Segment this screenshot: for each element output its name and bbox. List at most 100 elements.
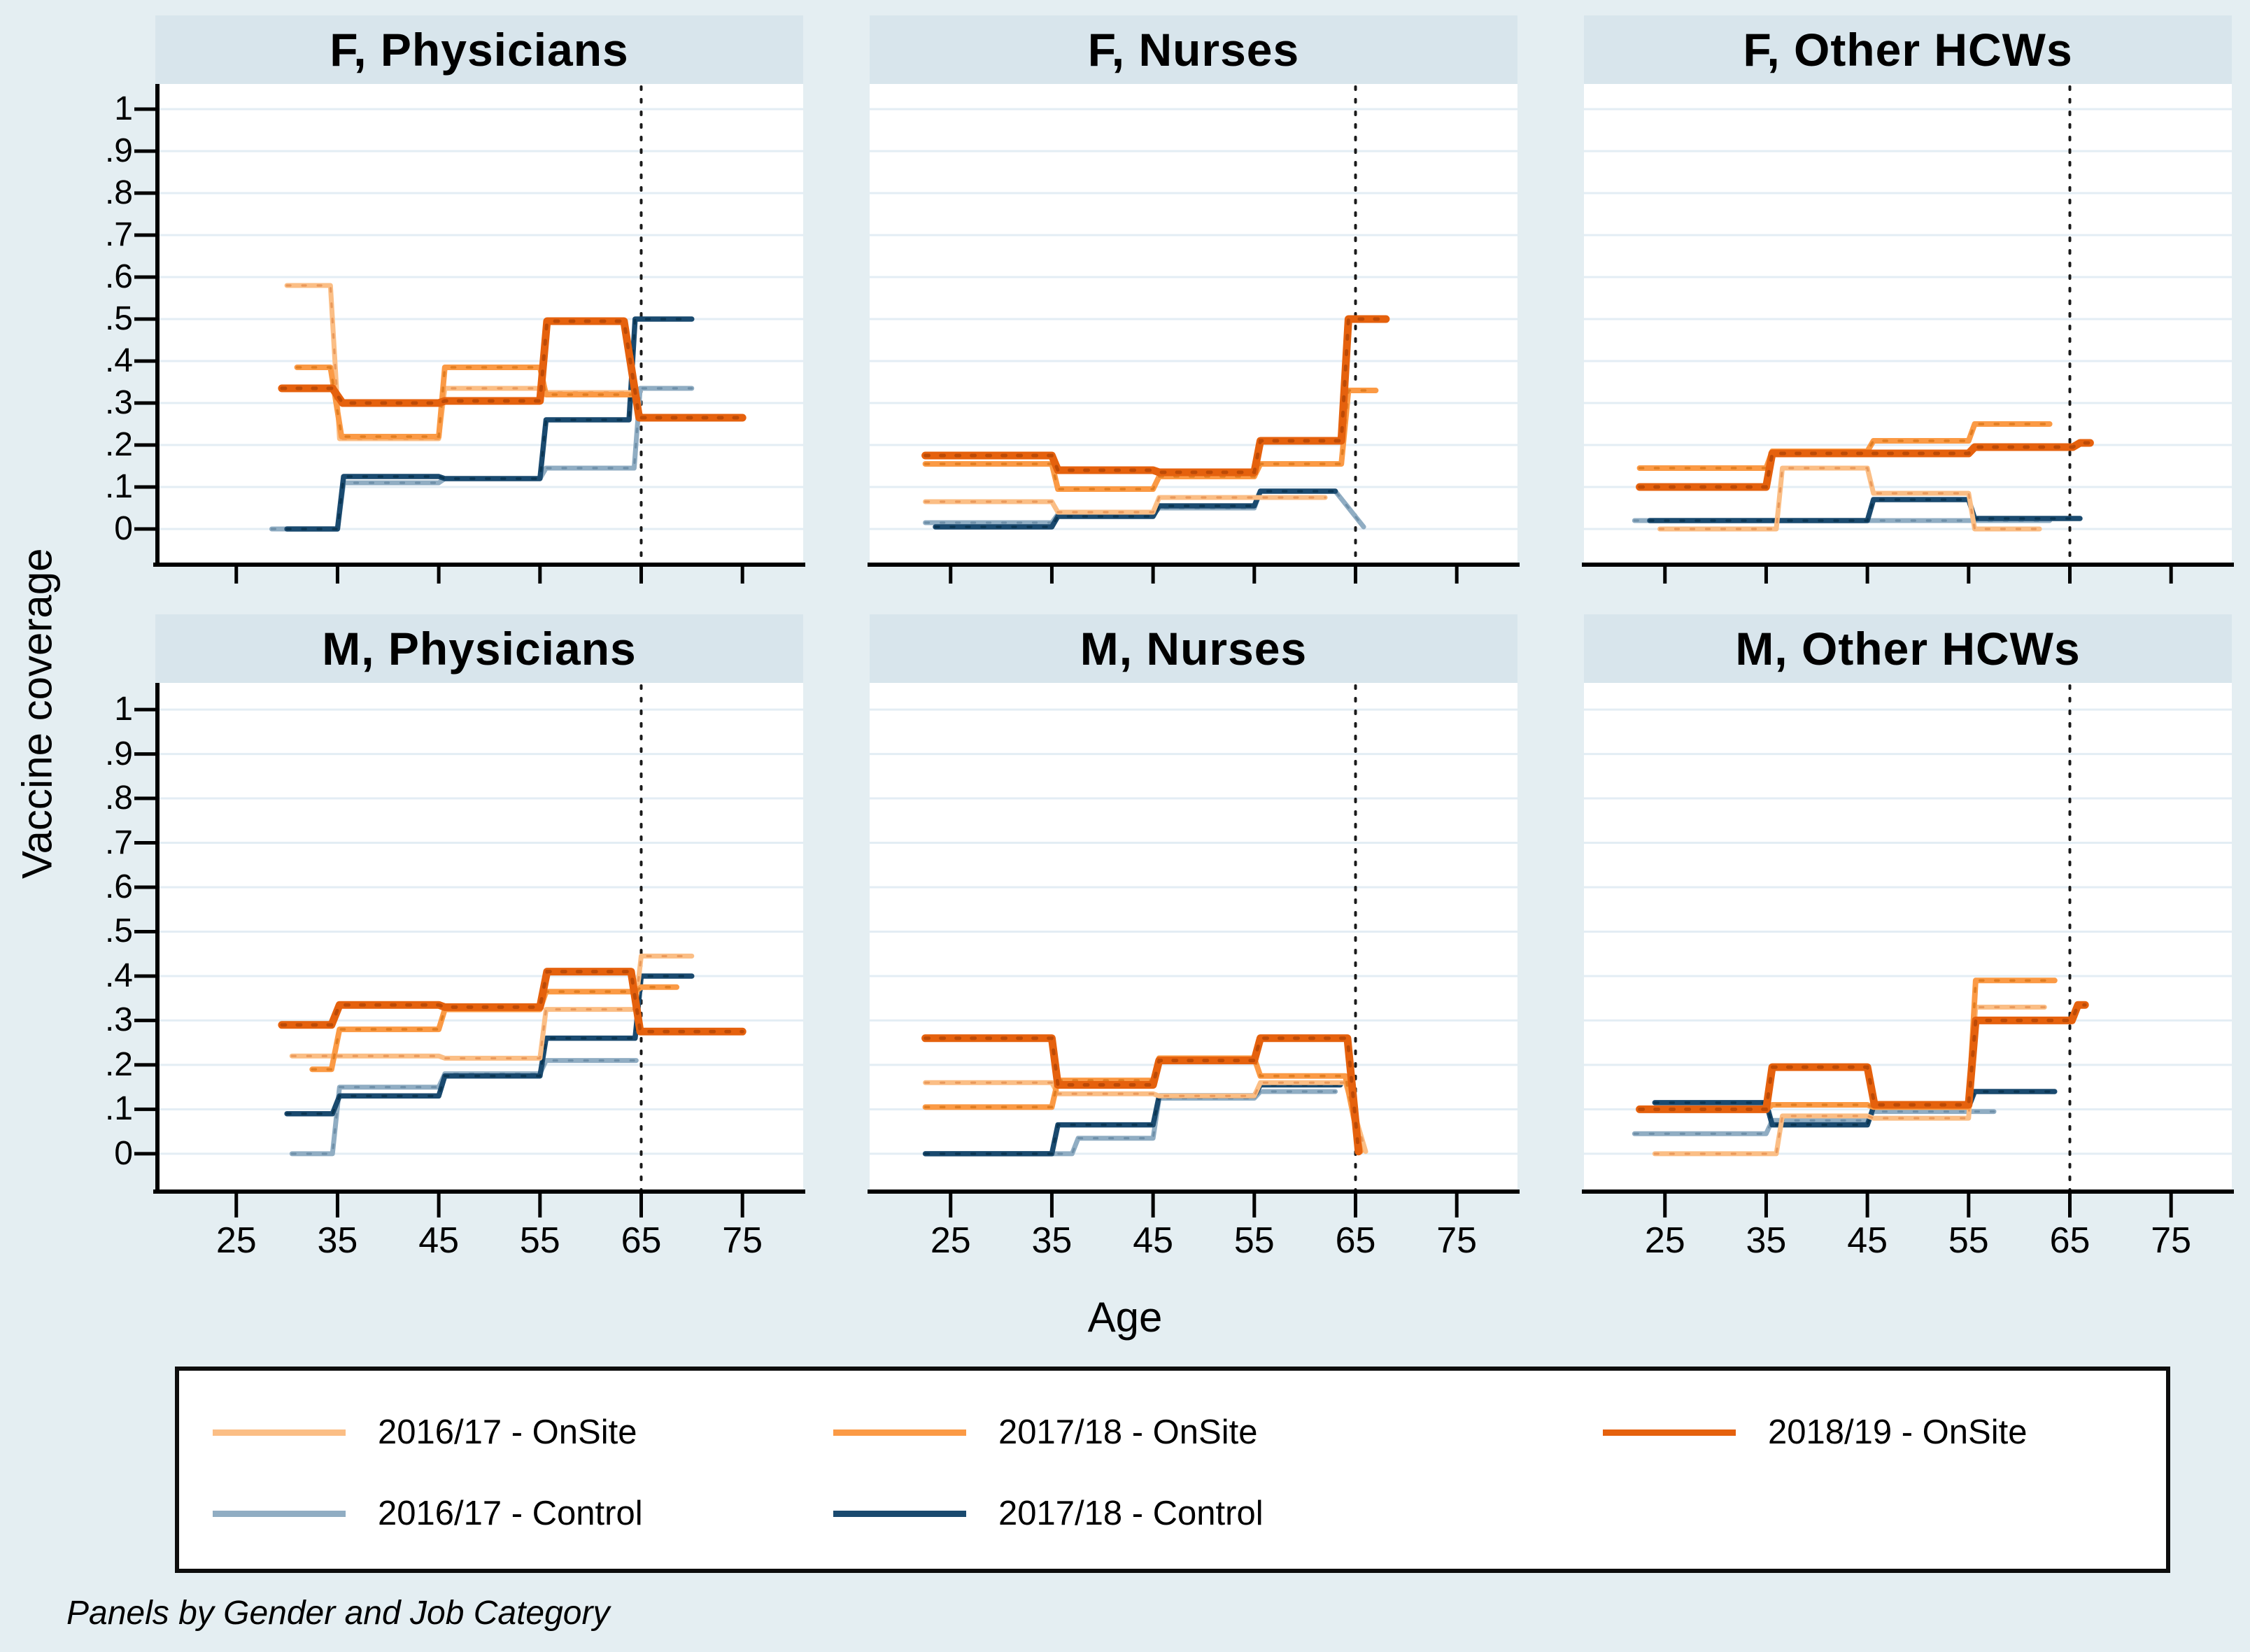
panel-title-m-other-hcws: M, Other HCWs bbox=[1735, 623, 2081, 675]
legend: 2016/17 - OnSite 2017/18 - OnSite 2018/19 … bbox=[175, 1367, 2170, 1573]
legend-label-onsite_1617: 2016/17 - OnSite bbox=[378, 1413, 637, 1451]
plot-background bbox=[870, 683, 1517, 1194]
series-onsite_1819-markers bbox=[1638, 1003, 2087, 1111]
x-tick-label: 35 bbox=[1031, 1220, 1073, 1261]
series-control_1718-markers bbox=[1653, 1090, 2056, 1127]
series-onsite_1718-markers bbox=[924, 389, 1378, 490]
x-tick-label: 45 bbox=[1133, 1220, 1174, 1261]
panel-title-m-nurses: M, Nurses bbox=[1080, 623, 1308, 675]
legend-label-onsite_1718: 2017/18 - OnSite bbox=[998, 1413, 1258, 1451]
x-tick-label: 35 bbox=[317, 1220, 358, 1261]
series-control_1718-markers bbox=[285, 975, 693, 1115]
panel-title-f-physicians: F, Physicians bbox=[330, 24, 629, 76]
panel-header-m-nurses: M, Nurses bbox=[870, 614, 1517, 683]
plot-background bbox=[155, 683, 803, 1194]
panel-plot-m-physicians bbox=[134, 683, 805, 1217]
series-onsite_1718-markers bbox=[311, 986, 678, 1071]
legend-swatch-onsite_1617 bbox=[213, 1429, 346, 1436]
panel-title-f-other-hcws: F, Other HCWs bbox=[1743, 24, 2073, 76]
legend-swatch-onsite_1819 bbox=[1603, 1429, 1736, 1436]
series-onsite_1617-markers bbox=[924, 496, 1326, 514]
y-tick-label: .8 bbox=[104, 779, 133, 817]
legend-entry-control_1617: 2016/17 - Control bbox=[213, 1492, 643, 1534]
x-tick-label: 45 bbox=[418, 1220, 460, 1261]
gridlines bbox=[870, 108, 1517, 530]
legend-label-control_1617: 2016/17 - Control bbox=[378, 1495, 643, 1532]
series-onsite_1718-markers bbox=[1638, 423, 2051, 470]
y-tick-label: .6 bbox=[104, 868, 133, 905]
x-axis-title: Age bbox=[1087, 1294, 1163, 1341]
y-tick-label: .1 bbox=[104, 468, 133, 505]
x-tick-label: 75 bbox=[722, 1220, 763, 1261]
panel-title-f-nurses: F, Nurses bbox=[1087, 24, 1300, 76]
panel-header-f-nurses: F, Nurses bbox=[870, 15, 1517, 84]
legend-swatch-control_1718 bbox=[833, 1510, 966, 1517]
legend-label-control_1718: 2017/18 - Control bbox=[998, 1495, 1264, 1532]
y-tick-label: .4 bbox=[104, 342, 133, 379]
series-onsite_1819-markers bbox=[280, 319, 744, 420]
x-tick-label: 65 bbox=[621, 1220, 662, 1261]
y-tick-label: .9 bbox=[104, 735, 133, 772]
y-tick-label: .4 bbox=[104, 956, 133, 994]
y-tick-label: 1 bbox=[114, 691, 133, 728]
x-tick-label: 65 bbox=[1335, 1220, 1376, 1261]
panel-title-m-physicians: M, Physicians bbox=[322, 623, 637, 675]
y-tick-label: .2 bbox=[104, 426, 133, 463]
y-tick-label: 0 bbox=[114, 1134, 133, 1172]
panel-plot-f-physicians bbox=[134, 84, 805, 584]
y-tick-label: .8 bbox=[104, 174, 133, 211]
plot-background bbox=[870, 84, 1517, 567]
panel-header-f-physicians: F, Physicians bbox=[155, 15, 803, 84]
y-tick-label: .1 bbox=[104, 1090, 133, 1128]
panel-plot-m-nurses bbox=[868, 683, 1520, 1217]
series-onsite_1819-markers bbox=[280, 970, 744, 1033]
x-tick-label: 25 bbox=[1644, 1220, 1685, 1261]
panel-plot-f-nurses bbox=[868, 84, 1520, 584]
gridlines bbox=[155, 708, 803, 1155]
series-control_1718-markers bbox=[1648, 498, 2081, 522]
x-tick-label: 35 bbox=[1746, 1220, 1787, 1261]
panel-header-m-other-hcws: M, Other HCWs bbox=[1584, 614, 2232, 683]
series-onsite_1617-markers bbox=[1658, 467, 2041, 530]
legend-entry-onsite_1617: 2016/17 - OnSite bbox=[213, 1411, 637, 1453]
x-tick-label: 75 bbox=[2151, 1220, 2192, 1261]
legend-label-onsite_1819: 2018/19 - OnSite bbox=[1768, 1413, 2028, 1451]
y-tick-label: .3 bbox=[104, 384, 133, 421]
legend-swatch-onsite_1718 bbox=[833, 1429, 966, 1436]
y-tick-label: .5 bbox=[104, 912, 133, 950]
panel-header-m-physicians: M, Physicians bbox=[155, 614, 803, 683]
x-tick-label: 55 bbox=[1233, 1220, 1275, 1261]
y-tick-label: .2 bbox=[104, 1045, 133, 1083]
series-control_1617-markers bbox=[1633, 1110, 1995, 1135]
series-onsite_1819-markers bbox=[924, 1036, 1361, 1154]
y-tick-label: .9 bbox=[104, 132, 133, 169]
panel-plot-f-other-hcws bbox=[1582, 84, 2234, 584]
x-tick-label: 55 bbox=[1948, 1220, 1989, 1261]
series-onsite_1819-markers bbox=[1638, 441, 2092, 489]
y-tick-label: 1 bbox=[114, 90, 133, 127]
plot-background bbox=[155, 84, 803, 567]
series-onsite_1819-markers bbox=[924, 317, 1388, 474]
y-tick-label: .5 bbox=[104, 300, 133, 337]
legend-entry-onsite_1718: 2017/18 - OnSite bbox=[833, 1411, 1257, 1453]
x-tick-label: 65 bbox=[2049, 1220, 2090, 1261]
panel-header-f-other-hcws: F, Other HCWs bbox=[1584, 15, 2232, 84]
legend-entry-onsite_1819: 2018/19 - OnSite bbox=[1603, 1411, 2027, 1453]
y-tick-label: .6 bbox=[104, 258, 133, 295]
x-tick-label: 45 bbox=[1847, 1220, 1888, 1261]
series-onsite_1617-markers bbox=[1653, 1005, 2046, 1155]
series-onsite_1617-markers bbox=[290, 954, 693, 1059]
gridlines bbox=[1584, 708, 2232, 1155]
legend-swatch-control_1617 bbox=[213, 1510, 346, 1517]
x-tick-label: 25 bbox=[930, 1220, 971, 1261]
y-tick-label: 0 bbox=[114, 510, 133, 547]
legend-entry-control_1718: 2017/18 - Control bbox=[833, 1492, 1264, 1534]
x-tick-label: 25 bbox=[215, 1220, 257, 1261]
x-tick-label: 55 bbox=[519, 1220, 560, 1261]
panel-plot-m-other-hcws bbox=[1582, 683, 2234, 1217]
y-tick-label: .7 bbox=[104, 216, 133, 253]
y-tick-label: .7 bbox=[104, 824, 133, 861]
y-tick-label: .3 bbox=[104, 1001, 133, 1039]
x-tick-label: 75 bbox=[1436, 1220, 1478, 1261]
